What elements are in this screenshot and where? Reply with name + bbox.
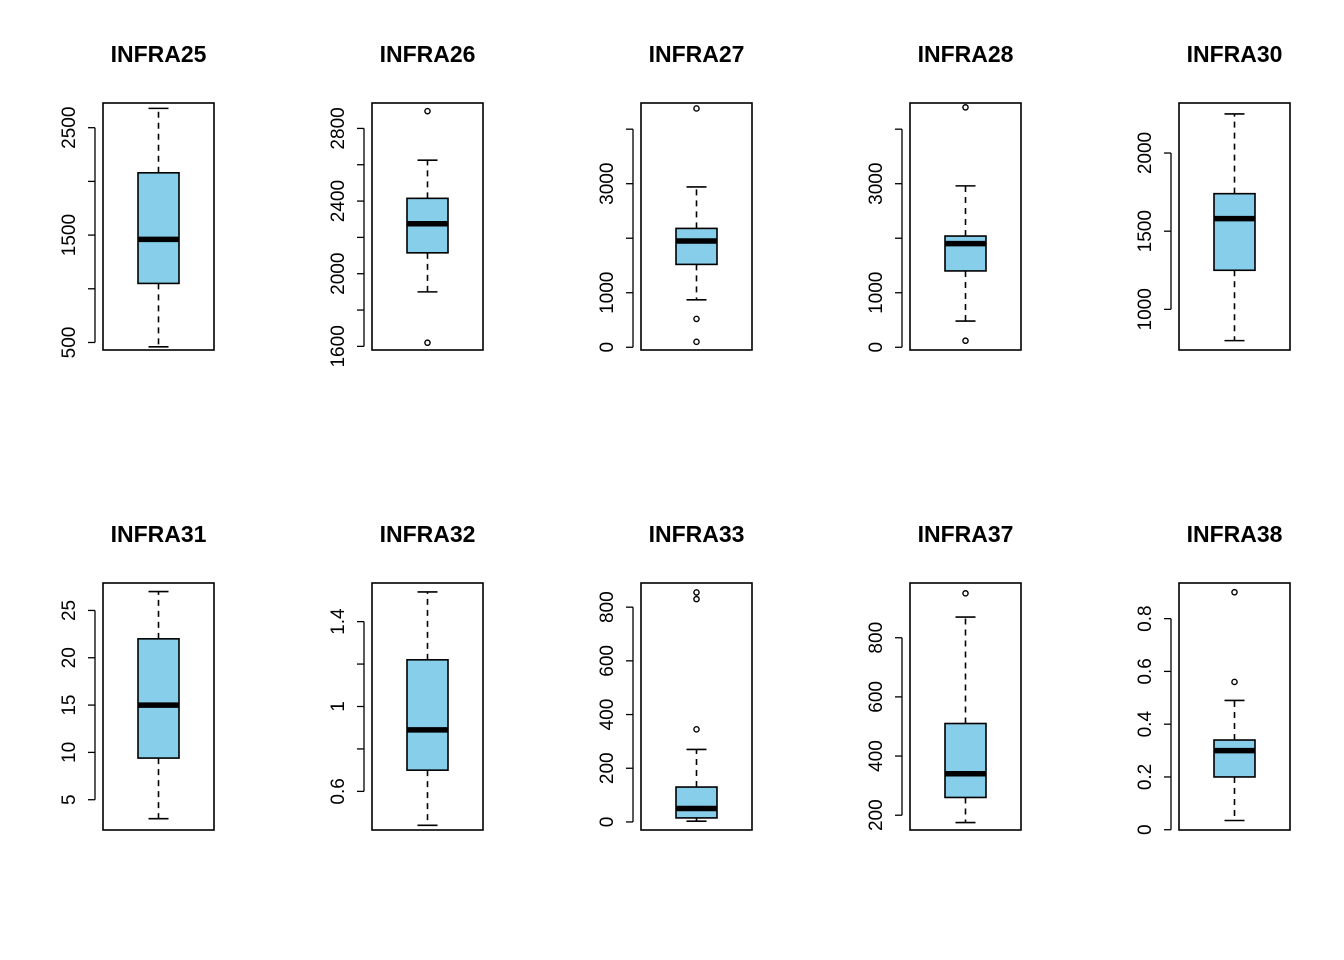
y-tick-label: 400 — [866, 740, 887, 772]
plot-frame — [640, 582, 753, 831]
y-tick-label: 1000 — [597, 272, 618, 314]
iqr-box — [675, 227, 718, 266]
outlier-point — [693, 595, 700, 603]
y-tick-label: 20 — [59, 647, 80, 668]
boxplot-panel: INFRA26 1600 2000 2400 2800 — [328, 41, 484, 368]
iqr-box — [406, 659, 449, 771]
plot-frame — [371, 102, 484, 351]
y-tick-label: 0.2 — [1135, 764, 1156, 790]
y-tick-label: 0 — [1135, 824, 1156, 835]
panel-title: INFRA30 — [1187, 41, 1283, 67]
panel-title: INFRA38 — [1187, 521, 1283, 547]
panel-title: INFRA32 — [380, 521, 476, 547]
iqr-box — [137, 638, 180, 759]
y-tick-label: 200 — [597, 752, 618, 784]
plot-frame — [102, 582, 215, 831]
y-tick-label: 600 — [597, 645, 618, 677]
boxplot-panel: INFRA28 0 1000 3000 — [866, 41, 1022, 353]
y-tick-label: 200 — [866, 799, 887, 831]
plot-frame — [640, 102, 753, 351]
outlier-point — [424, 339, 431, 347]
y-tick-label: 800 — [597, 591, 618, 623]
boxplot-panel: INFRA38 0 0.2 0.4 0.6 0.8 — [1135, 521, 1291, 835]
panel-title: INFRA37 — [918, 521, 1014, 547]
panel-title: INFRA31 — [111, 521, 207, 547]
y-tick-label: 0.6 — [328, 778, 349, 804]
y-tick-label: 1 — [328, 701, 349, 712]
y-tick-label: 2400 — [328, 180, 349, 222]
y-tick-label: 2800 — [328, 107, 349, 149]
boxplot-panel: INFRA31 5 10 15 20 25 — [59, 521, 215, 831]
iqr-box — [137, 172, 180, 285]
outlier-point — [1231, 678, 1238, 686]
boxplot-panel: INFRA27 0 1000 3000 — [597, 41, 753, 353]
y-tick-label: 10 — [59, 742, 80, 763]
iqr-box — [1213, 192, 1256, 272]
outlier-point — [962, 590, 969, 597]
y-tick-label: 400 — [597, 699, 618, 731]
plot-frame — [1178, 582, 1291, 831]
panel-title: INFRA26 — [380, 41, 476, 67]
panel-title: INFRA25 — [111, 41, 207, 67]
y-tick-label: 0.6 — [1135, 658, 1156, 684]
panel-title: INFRA33 — [649, 521, 745, 547]
y-tick-label: 2000 — [328, 253, 349, 295]
outlier-point — [424, 107, 431, 115]
y-tick-label: 2500 — [59, 107, 80, 149]
y-tick-label: 0.8 — [1135, 605, 1156, 631]
y-tick-label: 2000 — [1135, 132, 1156, 174]
boxplot-panel: INFRA37 200 400 600 800 — [866, 521, 1022, 831]
y-tick-label: 1000 — [866, 272, 887, 314]
y-tick-label: 600 — [866, 681, 887, 713]
y-tick-label: 1500 — [59, 214, 80, 256]
y-tick-label: 0.4 — [1135, 711, 1156, 738]
y-tick-label: 25 — [59, 600, 80, 621]
boxplot-panel: INFRA30 1000 1500 2000 — [1135, 41, 1291, 351]
outlier-point — [693, 315, 700, 323]
plot-frame — [371, 582, 484, 831]
y-tick-label: 0 — [866, 342, 887, 353]
iqr-box — [1213, 739, 1256, 778]
y-tick-label: 500 — [59, 327, 80, 359]
boxplot-panel: INFRA33 0 200 400 600 800 — [597, 521, 753, 831]
y-tick-label: 5 — [59, 794, 80, 805]
y-tick-label: 15 — [59, 695, 80, 716]
y-tick-label: 1600 — [328, 325, 349, 367]
outlier-point — [693, 589, 700, 596]
y-tick-label: 0 — [597, 817, 618, 828]
y-tick-label: 1500 — [1135, 210, 1156, 252]
boxplot-panel: INFRA32 0.6 1 1.4 — [328, 521, 484, 831]
panel-title: INFRA27 — [649, 41, 745, 67]
plot-frame — [1178, 102, 1291, 351]
outlier-point — [693, 338, 700, 346]
y-tick-label: 3000 — [866, 163, 887, 205]
iqr-box — [675, 786, 718, 819]
panel-title: INFRA28 — [918, 41, 1014, 67]
outlier-point — [962, 104, 969, 111]
y-tick-label: 3000 — [597, 163, 618, 205]
y-tick-label: 1.4 — [328, 608, 349, 635]
plot-frame — [102, 102, 215, 351]
plot-frame — [909, 102, 1022, 351]
outlier-point — [962, 337, 969, 345]
y-tick-label: 800 — [866, 622, 887, 654]
boxplot-panel: INFRA25 500 1500 2500 — [59, 41, 215, 359]
y-tick-label: 1000 — [1135, 288, 1156, 330]
plot-frame — [909, 582, 1022, 831]
outlier-point — [1231, 588, 1238, 596]
iqr-box — [944, 722, 987, 799]
outlier-point — [693, 105, 700, 112]
outlier-point — [693, 726, 700, 733]
y-tick-label: 0 — [597, 342, 618, 353]
